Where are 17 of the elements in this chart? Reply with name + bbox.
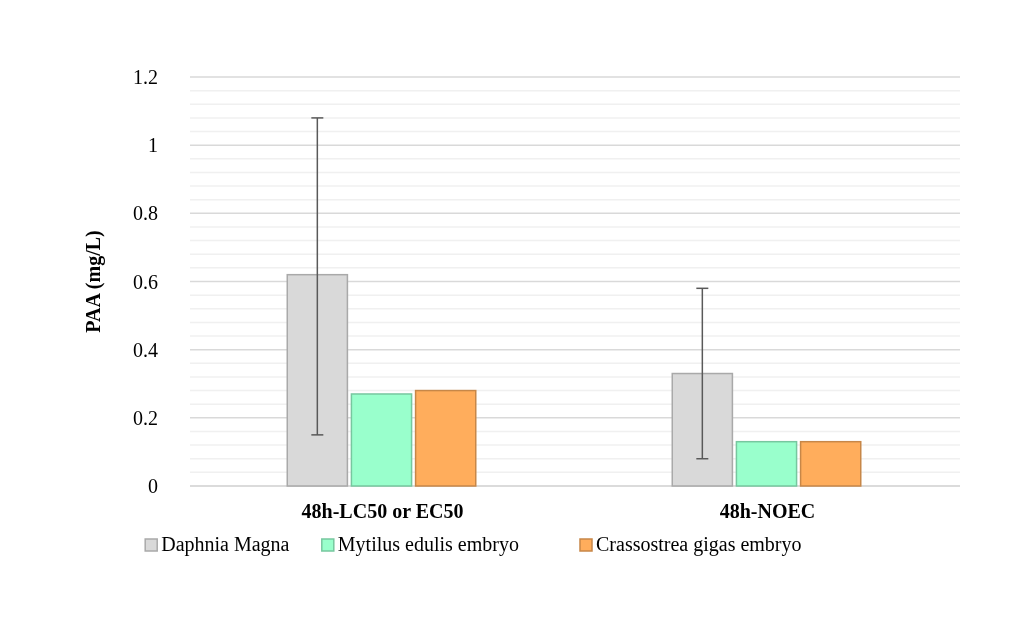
- legend-label: Daphnia Magna: [161, 533, 290, 556]
- bar: [414, 389, 477, 487]
- legend-label: Mytilus edulis embryo: [337, 533, 519, 556]
- bar: [350, 393, 413, 487]
- x-tick-label: 48h-LC50 or EC50: [301, 500, 464, 522]
- y-axis-title: PAA (mg/L): [82, 230, 105, 333]
- legend-label: Crassostrea gigas embryo: [596, 533, 802, 556]
- bar: [735, 440, 798, 487]
- x-tick-label: 48h-NOEC: [719, 500, 816, 522]
- y-tick-label: 0.2: [133, 406, 158, 429]
- y-tick-label: 1.2: [133, 66, 158, 88]
- y-tick-label: 0.4: [133, 338, 158, 361]
- y-tick-label: 0.6: [133, 270, 158, 293]
- y-tick-label: 0.8: [133, 202, 158, 225]
- y-tick-label: 0: [148, 475, 158, 497]
- y-tick-label: 1: [148, 134, 158, 157]
- bar: [799, 440, 862, 487]
